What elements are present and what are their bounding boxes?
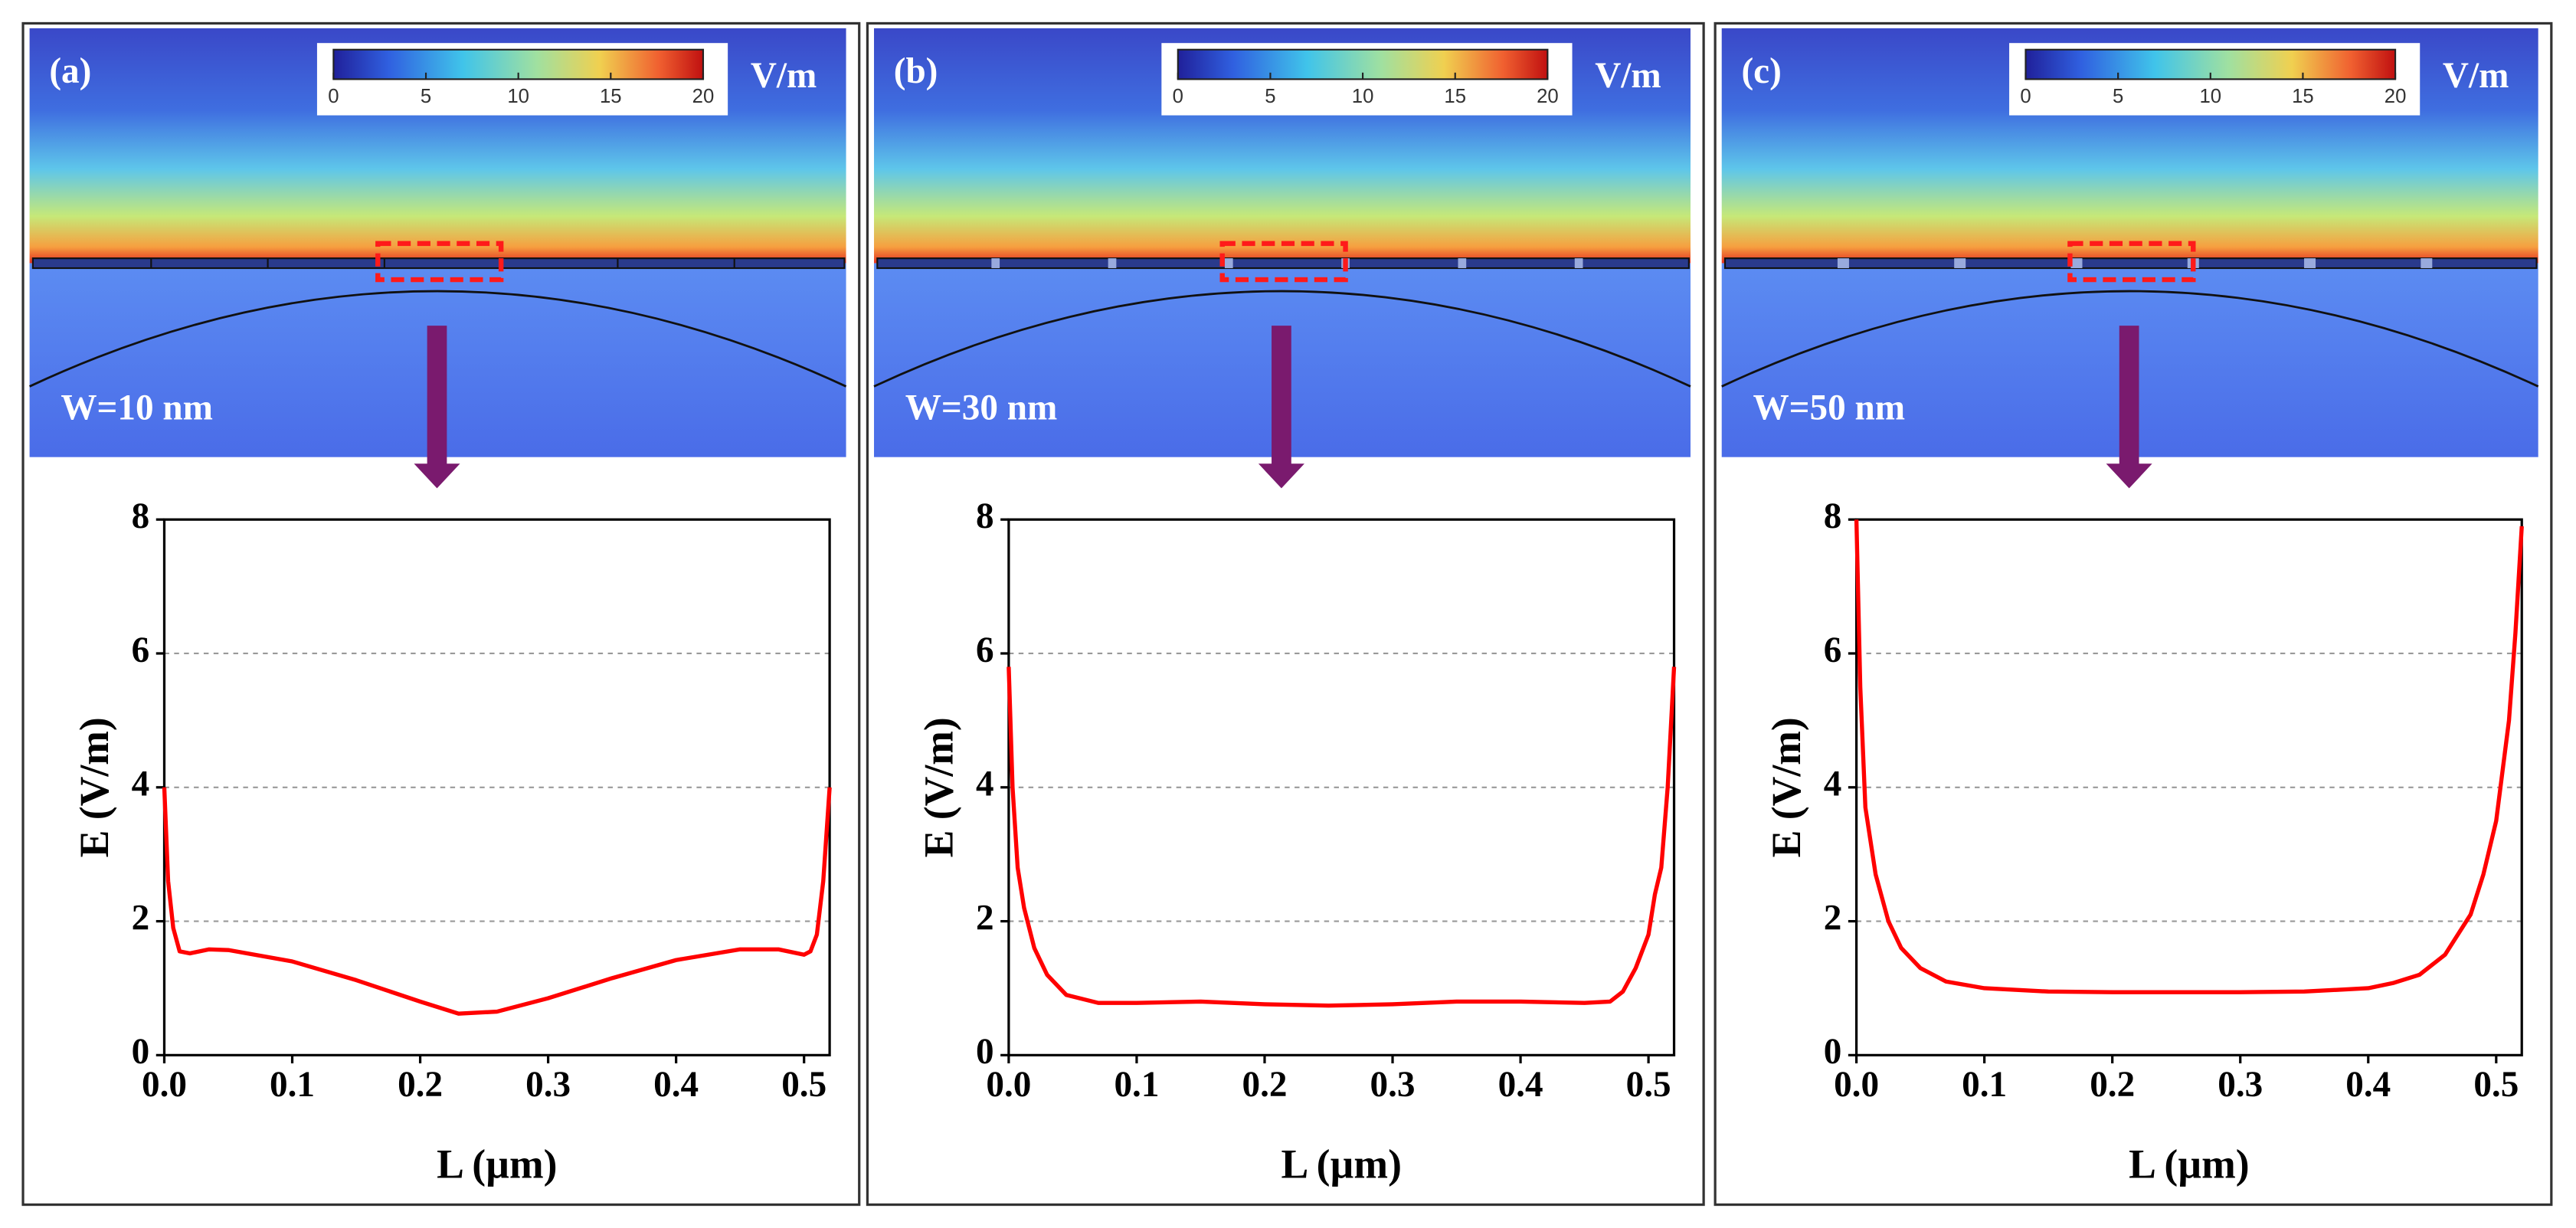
- x-tick-label: 0.3: [2218, 1065, 2263, 1105]
- x-tick-label: 0.2: [2090, 1065, 2135, 1105]
- y-tick-label: 0: [132, 1032, 150, 1072]
- x-tick-label: 0.2: [1242, 1065, 1287, 1105]
- x-tick-label: 0.1: [1114, 1065, 1159, 1105]
- colorbar-tick-label: 0: [1173, 86, 1183, 107]
- lens-arc: [873, 290, 1691, 388]
- colorbar-tick-label: 0: [2020, 86, 2031, 107]
- x-tick-label: 0.3: [525, 1065, 571, 1105]
- panel-label: (b): [894, 51, 938, 91]
- colorbar-tick-label: 10: [1352, 86, 1374, 107]
- colorbar-tick-label: 20: [692, 86, 715, 107]
- data-line: [1007, 666, 1677, 1008]
- x-tick-label: 0.0: [986, 1065, 1031, 1105]
- plot-frame: [1007, 518, 1676, 1056]
- x-tick-label: 0.2: [398, 1065, 443, 1105]
- x-tick-label: 0.0: [142, 1065, 187, 1105]
- colorbar-tick-label: 0: [328, 86, 339, 107]
- colorbar-unit: V/m: [751, 56, 817, 96]
- y-axis-label: E (V/m): [915, 717, 961, 857]
- annotation: W=10 nm: [61, 388, 213, 427]
- y-tick-label: 0: [976, 1032, 994, 1072]
- y-tick-label: 0: [1824, 1032, 1842, 1072]
- colorbar-tick-label: 15: [600, 86, 622, 107]
- x-tick-label: 0.1: [1962, 1065, 2007, 1105]
- y-tick-label: 8: [976, 496, 994, 536]
- x-tick-label: 0.1: [270, 1065, 315, 1105]
- x-tick-label: 0.0: [1834, 1065, 1879, 1105]
- panel: (c) W=50 nm 0 5 10 15 20 V/m 0 2 4 6 8 0.0 0.1 0.2 0.3 0.…: [1714, 21, 2553, 1207]
- y-tick-label: 2: [132, 898, 150, 938]
- colorbar-unit: V/m: [2443, 56, 2509, 96]
- colorbar-tick-label: 15: [2292, 86, 2314, 107]
- panel: (b) W=30 nm 0 5 10 15 20 V/m 0 2 4 6 8 0.0 0.1 0.2 0.3 0.…: [866, 21, 1705, 1207]
- y-tick-label: 6: [976, 630, 994, 670]
- data-line: [162, 787, 832, 1016]
- x-tick-label: 0.5: [2473, 1065, 2519, 1105]
- x-tick-label: 0.4: [2345, 1065, 2391, 1105]
- colorbar-tick-label: 20: [2385, 86, 2407, 107]
- colorbar-tick-label: 10: [2199, 86, 2221, 107]
- colorbar-tick-label: 5: [421, 86, 431, 107]
- x-axis-label: L (µm): [437, 1141, 557, 1187]
- x-tick-label: 0.5: [781, 1065, 826, 1105]
- slab: [1723, 257, 2538, 270]
- arrow: [414, 326, 460, 489]
- colorbar-tick-label: 10: [507, 86, 529, 107]
- colorbar-tick-label: 5: [1265, 86, 1275, 107]
- y-tick-label: 4: [132, 765, 150, 804]
- slab: [876, 257, 1690, 270]
- panel-label: (c): [1741, 51, 1781, 91]
- y-axis-label: E (V/m): [1763, 717, 1809, 857]
- x-axis-label: L (µm): [2129, 1141, 2249, 1187]
- y-tick-label: 2: [1824, 898, 1842, 938]
- x-tick-label: 0.3: [1370, 1065, 1416, 1105]
- plot-frame: [1854, 518, 2523, 1056]
- y-tick-label: 8: [132, 496, 150, 536]
- arrow: [1258, 326, 1304, 489]
- y-tick-label: 8: [1824, 496, 1842, 536]
- colorbar-unit: V/m: [1595, 56, 1661, 96]
- panel: (a) W=10 nm 0 5 10 15 20 V/m 0 2 4 6 8 0.0 0.1 0.2 0.3 0.…: [21, 21, 861, 1207]
- colorbar-tick-label: 5: [2113, 86, 2123, 107]
- y-tick-label: 4: [1824, 765, 1842, 804]
- panel-label: (a): [49, 51, 91, 91]
- x-tick-label: 0.4: [1498, 1065, 1543, 1105]
- x-axis-label: L (µm): [1281, 1141, 1401, 1187]
- x-tick-label: 0.4: [653, 1065, 699, 1105]
- slab: [31, 257, 846, 270]
- zoom-box: [375, 241, 504, 283]
- y-tick-label: 6: [132, 630, 150, 670]
- y-tick-label: 4: [976, 765, 994, 804]
- y-tick-label: 2: [976, 898, 994, 938]
- annotation: W=30 nm: [905, 388, 1058, 427]
- lens-arc: [1721, 290, 2539, 388]
- zoom-box: [2067, 241, 2196, 283]
- x-tick-label: 0.5: [1626, 1065, 1671, 1105]
- annotation: W=50 nm: [1753, 388, 1905, 427]
- colorbar-tick-label: 20: [1537, 86, 1559, 107]
- data-line: [1854, 519, 2524, 994]
- y-axis-label: E (V/m): [71, 717, 117, 857]
- colorbar-tick-label: 15: [1444, 86, 1466, 107]
- y-tick-label: 6: [1824, 630, 1842, 670]
- arrow: [2106, 326, 2152, 489]
- zoom-box: [1219, 241, 1348, 283]
- lens-arc: [29, 290, 847, 388]
